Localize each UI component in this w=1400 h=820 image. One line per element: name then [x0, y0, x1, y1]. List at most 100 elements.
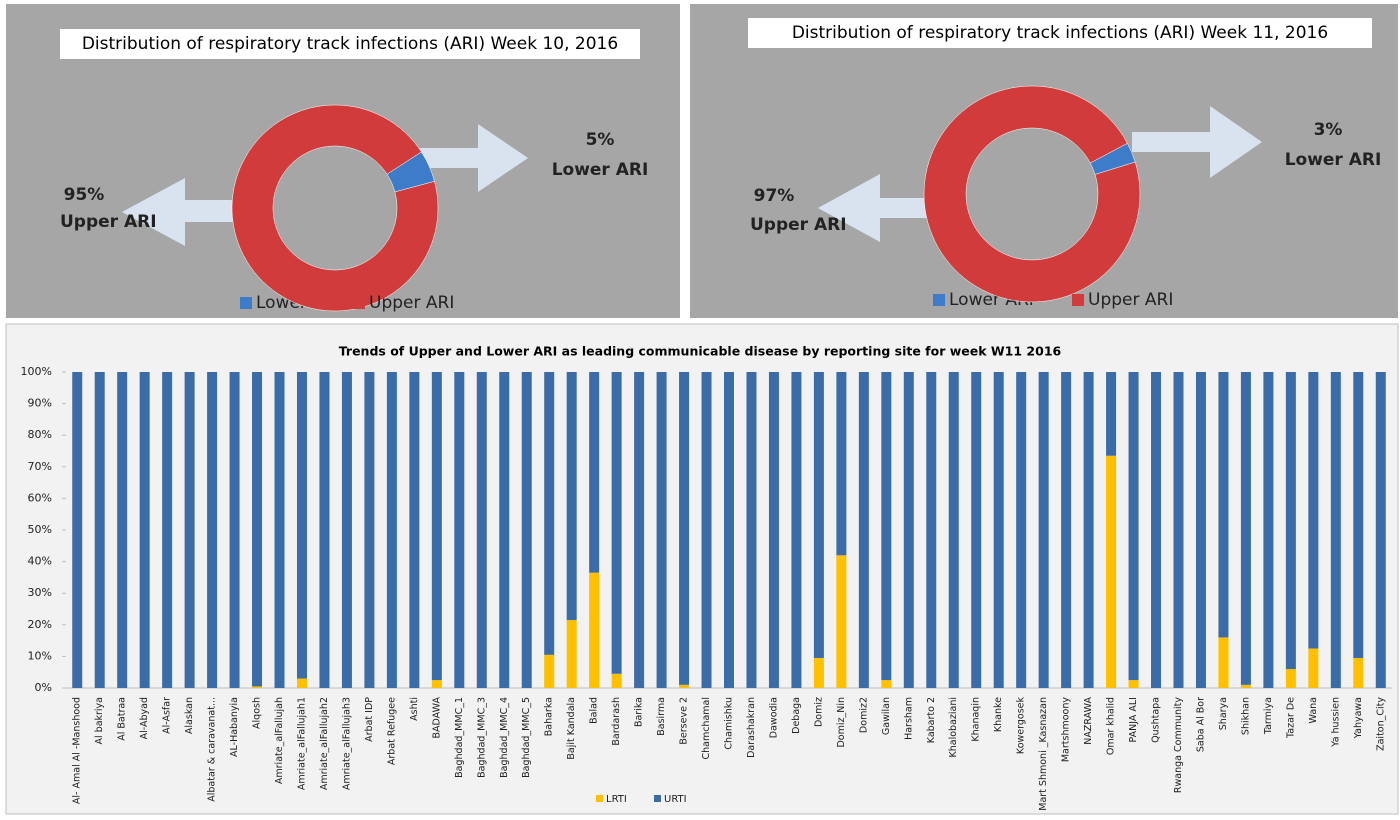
x-tick-label: NAZRAWA	[1083, 697, 1094, 745]
bar-segment	[1128, 680, 1139, 688]
bar-segment	[903, 372, 914, 688]
bar-segment	[544, 372, 555, 655]
x-tick-label: Domiz_Nin	[836, 697, 847, 748]
bar-segment	[409, 372, 420, 688]
x-tick-label: Arbat Refugee	[386, 697, 397, 765]
x-tick-label: Alqosh	[252, 697, 263, 729]
bar-segment	[881, 680, 892, 688]
bar-segment	[1218, 372, 1229, 638]
bar-segment	[813, 372, 824, 658]
bar-segment	[544, 654, 555, 688]
legend-label: URTI	[664, 794, 687, 805]
x-tick-label: Alaskan	[184, 697, 195, 734]
bar-segment	[229, 372, 240, 688]
x-tick-label: Saba Al Bor	[1195, 697, 1206, 752]
x-tick-label: Wana	[1308, 697, 1319, 723]
value-label: 97%	[754, 186, 795, 206]
x-tick-label: Baghdad_MMC_5	[521, 697, 532, 778]
bar-segment	[252, 686, 263, 688]
y-tick-label: 100%	[21, 365, 52, 378]
y-tick-label: 60%	[28, 491, 52, 504]
x-tick-label: Baghdad_MMC_4	[499, 697, 510, 778]
bar-segment	[1263, 372, 1274, 688]
annotation-label: Lower ARI	[552, 160, 649, 180]
y-tick-label: 20%	[28, 618, 52, 631]
arrow	[415, 124, 528, 192]
bar-segment	[386, 372, 397, 688]
x-tick-label: Bajit Kandala	[566, 697, 577, 760]
bar-segment	[1016, 372, 1027, 688]
chart-title: Trends of Upper and Lower ARI as leading…	[339, 344, 1062, 359]
legend-swatch	[353, 297, 365, 309]
bar-segment	[94, 372, 105, 688]
x-tick-label: Tazar De	[1285, 697, 1296, 739]
x-tick-label: Balad	[589, 697, 600, 724]
bar-segment	[836, 555, 847, 688]
y-tick-label: 30%	[28, 586, 52, 599]
x-tick-label: Zaiton_City	[1375, 697, 1386, 751]
bar-segment	[117, 372, 128, 688]
x-tick-label: Domiz	[813, 697, 824, 727]
bar-segment	[1353, 657, 1364, 688]
y-tick-label: 0%	[35, 681, 52, 694]
x-tick-label: Chamchamal	[701, 697, 712, 760]
legend-swatch	[654, 795, 661, 802]
legend-swatch	[1072, 294, 1084, 306]
bar-segment	[768, 372, 779, 688]
bar-segment	[926, 372, 937, 688]
value-label: 95%	[64, 185, 105, 205]
bar-segment	[139, 372, 150, 688]
x-tick-label: Basirma	[656, 697, 667, 736]
x-tick-label: Qushtapa	[1151, 697, 1162, 743]
bar-segment	[296, 678, 307, 688]
bar-segment	[1218, 637, 1229, 688]
bar-segment	[274, 372, 285, 688]
bar-segment	[1038, 372, 1049, 688]
x-tick-label: Darashakran	[746, 697, 757, 758]
title-box	[60, 29, 640, 59]
x-tick-label: Kabarto 2	[926, 697, 937, 743]
bar-segment	[364, 372, 375, 688]
x-tick-label: Khanke	[993, 697, 1004, 732]
x-tick-label: Baghdad_MMC_3	[476, 697, 487, 778]
arrows	[122, 106, 1262, 246]
x-tick-label: Omar khalid	[1106, 697, 1117, 755]
bar-segment	[881, 372, 892, 681]
x-tick-label: Kowergosek	[1016, 697, 1027, 755]
arrow	[1132, 106, 1262, 178]
legend-label: Upper ARI	[1088, 290, 1173, 310]
bar-segment	[1308, 648, 1319, 688]
bar-segment	[589, 372, 600, 573]
y-tick-label: 70%	[28, 460, 52, 473]
bar-segment	[1061, 372, 1072, 688]
x-tick-label: Al Batraa	[117, 697, 128, 741]
arrow	[818, 174, 965, 242]
x-tick-label: Rwanga Community	[1173, 697, 1184, 793]
x-tick-label: Baghdad_MMC_1	[454, 697, 465, 778]
annotation-label: Upper ARI	[60, 212, 157, 232]
bar-segment	[611, 673, 622, 688]
bar-segment	[611, 372, 622, 674]
bar-segment	[184, 372, 195, 688]
legend-swatch	[240, 297, 252, 309]
x-tick-label: Bardarash	[611, 697, 622, 746]
x-tick-label: Arbat IDP	[364, 697, 375, 742]
y-tick-label: 10%	[28, 649, 52, 662]
bar-segment	[566, 620, 577, 688]
bar-segment	[971, 372, 982, 688]
x-tick-label: Barika	[634, 697, 645, 727]
x-tick-label: Amriate_alFallujah1	[296, 697, 307, 790]
bar-segment	[656, 372, 667, 688]
legend-swatch	[933, 294, 945, 306]
bar-segment	[1285, 669, 1296, 688]
y-tick-label: 50%	[28, 523, 52, 536]
bar-segment	[521, 372, 532, 688]
bar-segment	[1240, 684, 1251, 688]
bar-segment	[589, 572, 600, 688]
bar-segment	[679, 372, 690, 685]
bar-segment	[836, 372, 847, 556]
bar-segment	[252, 372, 263, 687]
donut-slice	[923, 85, 1141, 303]
x-tick-label: Khanaqin	[971, 697, 982, 742]
